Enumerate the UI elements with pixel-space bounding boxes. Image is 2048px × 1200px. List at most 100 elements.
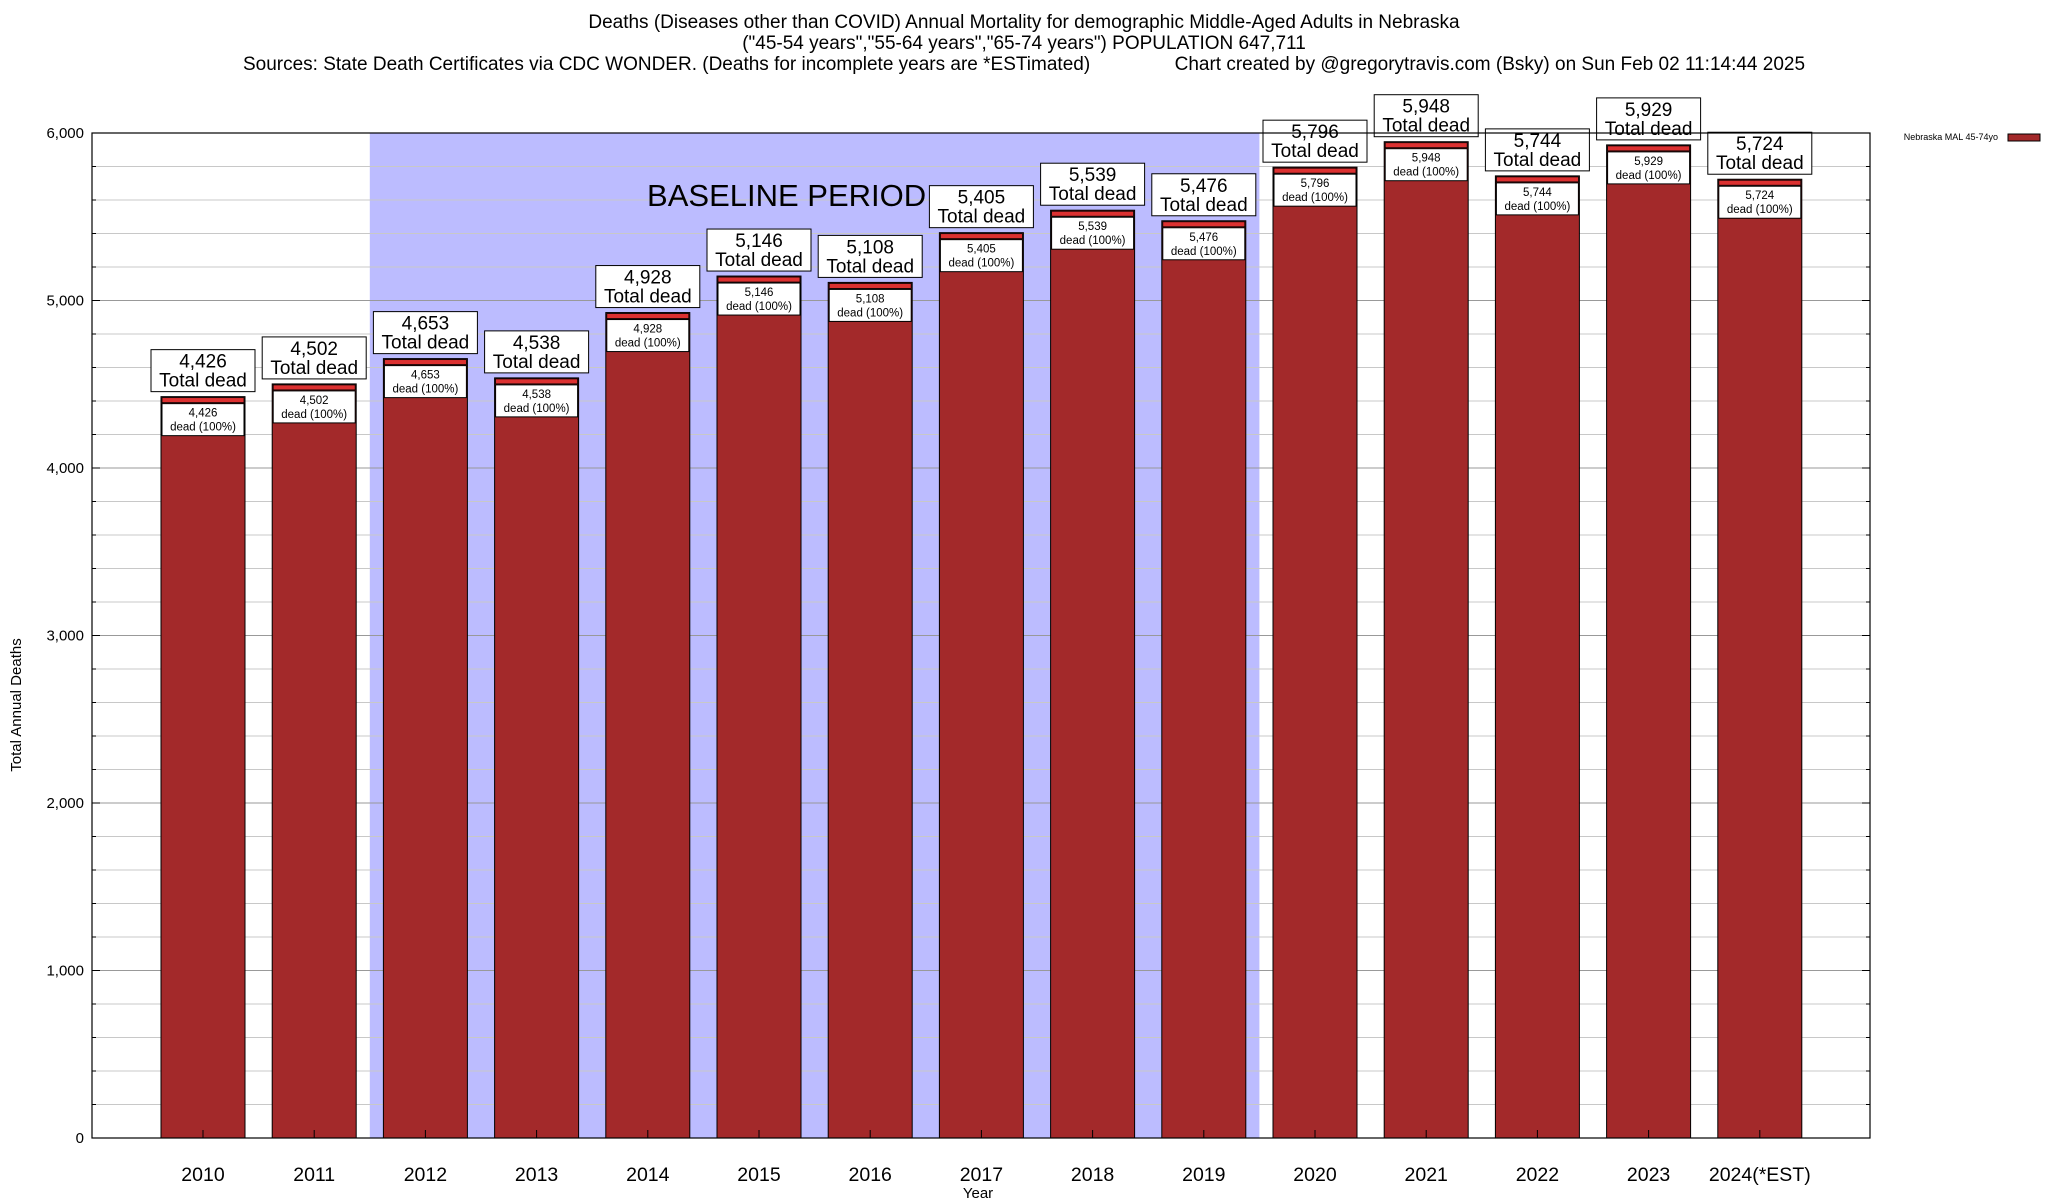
legend-label: Nebraska MAL 45-74yo <box>1904 132 1998 142</box>
y-tick-label: 4,000 <box>46 460 84 477</box>
total-label-box <box>1262 119 1368 163</box>
total-value-label: 5,539 <box>1069 165 1117 186</box>
plot-frame <box>91 132 1871 1139</box>
inner-value-label: 4,928 <box>633 324 662 336</box>
total-value-label: 4,426 <box>179 352 227 373</box>
inner-value-label: 5,948 <box>1412 153 1441 165</box>
bar <box>716 275 802 1139</box>
bar <box>271 383 357 1139</box>
bar-top-band <box>1496 176 1579 183</box>
bar <box>382 358 468 1139</box>
total-label-box <box>150 349 256 393</box>
y-tick-label: 2,000 <box>46 795 84 812</box>
inner-value-label: 5,744 <box>1523 187 1552 199</box>
inner-dead-label: dead (100%) <box>392 384 458 396</box>
inner-value-label: 5,724 <box>1745 190 1774 202</box>
inner-value-label: 5,929 <box>1634 156 1663 168</box>
inner-dead-label: dead (100%) <box>615 338 681 350</box>
inner-dead-label: dead (100%) <box>1171 246 1237 258</box>
total-dead-label: Total dead <box>604 287 692 308</box>
total-label-box <box>1040 162 1146 206</box>
inner-value-label: 5,146 <box>745 287 774 299</box>
x-tick-label: 2022 <box>1516 1164 1559 1186</box>
x-tick-label: 2023 <box>1627 1164 1670 1186</box>
inner-value-label: 5,539 <box>1078 221 1107 233</box>
total-value-label: 5,146 <box>735 231 783 252</box>
bar <box>1272 166 1358 1139</box>
inner-label-box <box>383 365 467 399</box>
total-dead-label: Total dead <box>1382 116 1470 137</box>
inner-label-box <box>1051 216 1135 250</box>
bar-top-band <box>1051 210 1134 217</box>
inner-dead-label: dead (100%) <box>948 258 1014 270</box>
x-tick-label: 2021 <box>1405 1164 1448 1186</box>
total-dead-label: Total dead <box>159 371 247 392</box>
x-tick-label: 2019 <box>1182 1164 1225 1186</box>
total-value-label: 5,108 <box>846 237 894 258</box>
inner-dead-label: dead (100%) <box>1727 204 1793 216</box>
x-tick-label: 2020 <box>1293 1164 1337 1186</box>
total-value-label: 5,724 <box>1736 134 1784 155</box>
total-label-box <box>706 228 812 272</box>
x-tick-label: 2017 <box>960 1164 1003 1186</box>
bar-top-band <box>383 359 467 366</box>
baseline-label: BASELINE PERIOD <box>647 178 926 213</box>
total-label-box <box>1151 173 1257 217</box>
total-label-box <box>817 234 923 278</box>
bar-top-band <box>495 378 579 385</box>
y-tick-label: 3,000 <box>46 628 84 645</box>
total-label-box <box>928 185 1034 229</box>
inner-value-label: 5,796 <box>1301 178 1330 190</box>
total-value-label: 5,948 <box>1402 97 1450 118</box>
x-tick-label: 2014 <box>626 1164 670 1186</box>
bar <box>938 232 1024 1139</box>
inner-label-box <box>717 282 801 316</box>
inner-dead-label: dead (100%) <box>1060 235 1126 247</box>
total-value-label: 4,502 <box>290 339 338 360</box>
bar <box>605 312 691 1139</box>
y-tick-label: 6,000 <box>46 125 84 142</box>
inner-dead-label: dead (100%) <box>170 422 236 434</box>
bar-top-band <box>1273 167 1357 174</box>
x-tick-label: 2016 <box>849 1164 892 1186</box>
title-line-1: Deaths (Diseases other than COVID) Annua… <box>588 12 1460 33</box>
total-value-label: 5,744 <box>1514 131 1562 152</box>
inner-dead-label: dead (100%) <box>504 403 570 415</box>
total-dead-label: Total dead <box>1494 150 1582 171</box>
inner-value-label: 5,405 <box>967 244 996 256</box>
inner-value-label: 4,426 <box>189 408 218 420</box>
bar <box>494 377 580 1139</box>
total-dead-label: Total dead <box>1160 195 1248 216</box>
total-value-label: 5,476 <box>1180 176 1228 197</box>
total-label-box <box>261 336 367 380</box>
inner-label-box <box>1607 151 1691 185</box>
y-tick-label: 1,000 <box>46 963 84 980</box>
total-value-label: 5,405 <box>958 188 1006 209</box>
inner-dead-label: dead (100%) <box>1504 201 1570 213</box>
title-line-2: ("45-54 years","55-64 years","65-74 year… <box>742 33 1306 54</box>
inner-value-label: 4,502 <box>300 395 329 407</box>
x-tick-label: 2015 <box>737 1164 781 1186</box>
total-dead-label: Total dead <box>493 352 581 373</box>
bar <box>1717 178 1803 1139</box>
total-dead-label: Total dead <box>382 333 470 354</box>
x-tick-label: 2011 <box>293 1164 335 1186</box>
bar-top-band <box>161 397 245 404</box>
x-axis-label: Year <box>963 1185 993 1200</box>
x-tick-label: 2024(*EST) <box>1709 1164 1811 1186</box>
inner-label-box <box>939 239 1023 273</box>
inner-label-box <box>1384 148 1468 182</box>
bar-top-band <box>1162 221 1246 228</box>
y-tick-label: 0 <box>76 1130 84 1147</box>
total-dead-label: Total dead <box>1716 153 1804 174</box>
bar-top-band <box>606 313 690 319</box>
bar <box>1383 141 1469 1139</box>
x-tick-label: 2012 <box>404 1164 447 1186</box>
y-tick-label: 5,000 <box>46 293 84 310</box>
bar <box>1050 209 1136 1139</box>
title-line-3: Sources: State Death Certificates via CD… <box>242 54 1806 75</box>
bar-top-band <box>828 283 912 289</box>
bar-top-band <box>1718 179 1802 186</box>
inner-label-box <box>161 403 245 437</box>
